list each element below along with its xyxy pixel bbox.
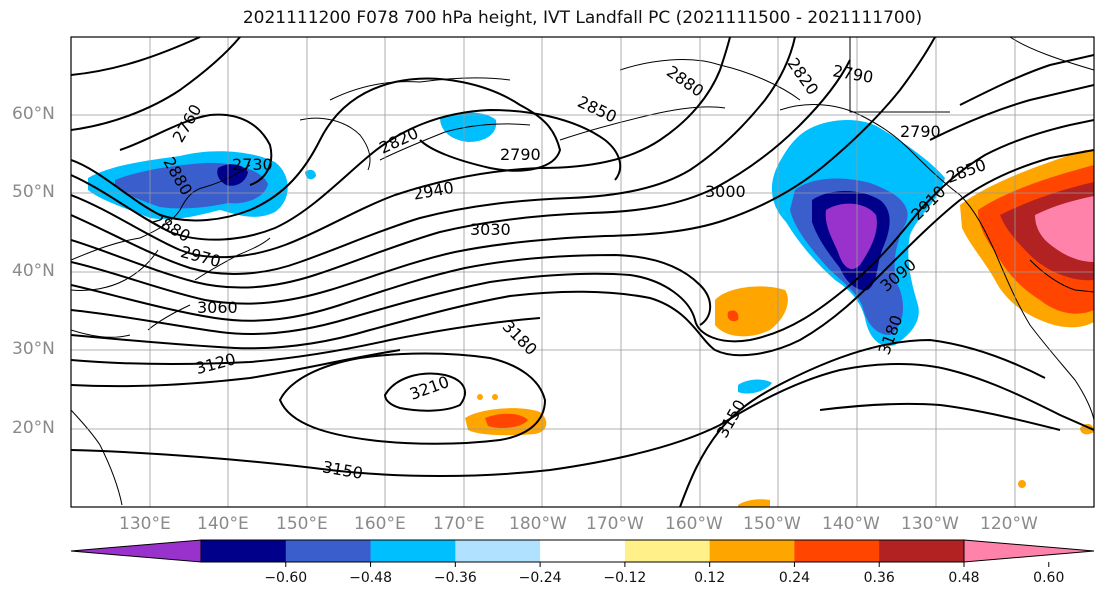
lon-label-170w: 170°W <box>586 514 644 534</box>
colorbar-extend-low <box>70 539 202 563</box>
lat-label-20n: 20°N <box>12 418 55 438</box>
contour-line <box>959 54 1094 106</box>
lon-label-130w: 130°W <box>901 514 959 534</box>
map-area: 2760 2790 2820 2850 2880 2790 2820 2880 … <box>71 37 1094 507</box>
coastline-philippines <box>71 409 123 506</box>
contour-2970 <box>71 253 712 326</box>
lat-label-50n: 50°N <box>12 182 55 202</box>
lon-label-140w: 140°W <box>822 514 880 534</box>
lon-label-120w: 120°W <box>980 514 1038 534</box>
colorbar-box <box>455 540 541 562</box>
colorbar-box <box>540 540 626 562</box>
border-canada <box>1009 37 1094 71</box>
coastline-china-south <box>71 329 131 338</box>
ivt-negative-blob-west-max <box>217 164 248 186</box>
contour-2850 <box>71 37 731 259</box>
ivt-positive-blob-central-core <box>727 310 739 322</box>
ivt-negative-blob-east-max <box>825 203 877 270</box>
lon-label-130e: 130°E <box>119 514 171 534</box>
ivt-positive-dot <box>492 394 498 400</box>
gridlines <box>71 37 1094 507</box>
colorbar-box <box>879 540 965 562</box>
contour-label: 3060 <box>197 298 238 317</box>
colorbar-box <box>370 540 456 562</box>
contour-line <box>119 113 273 186</box>
lon-label-160e: 160°E <box>354 514 406 534</box>
contour-label: 2790 <box>500 145 541 164</box>
lon-label-180: 180°W <box>509 514 567 534</box>
ivt-positive-blob-central <box>715 286 788 337</box>
colorbar-ticks <box>285 562 1050 567</box>
contour-line <box>819 402 1061 431</box>
colorbar-extend-high <box>963 539 1095 563</box>
coastline-asia <box>71 164 251 261</box>
contour-3060 <box>71 317 541 366</box>
lon-label-170e: 170°E <box>433 514 485 534</box>
colorbar-tick-label: −0.48 <box>349 570 392 586</box>
ivt-positive-blob-west-coast-max <box>1035 196 1094 262</box>
ivt-positive-blob-south-core <box>485 413 528 428</box>
contour-2940 <box>71 37 936 305</box>
contour-line <box>71 37 201 76</box>
colorbar-box <box>285 540 372 562</box>
lon-label-160w: 160°W <box>665 514 723 534</box>
border-us <box>1029 259 1094 293</box>
contour-3030 <box>71 149 1094 357</box>
lat-label-30n: 30°N <box>12 339 55 359</box>
coastline-kamchatka <box>299 117 371 171</box>
colorbar-box <box>794 540 880 562</box>
ivt-negative-blob-hawaii <box>738 379 772 394</box>
colorbar-outline <box>200 539 965 563</box>
lon-label-150w: 150°W <box>743 514 801 534</box>
height-contours <box>71 37 1094 507</box>
colorbar-tick-label: −0.60 <box>264 570 308 586</box>
colorbar-tick-label: 0.36 <box>863 570 895 586</box>
contour-2820 <box>71 108 622 241</box>
contour-3180 <box>679 338 1046 507</box>
colorbar <box>70 539 1095 567</box>
coastline-kyushu <box>147 304 191 331</box>
map-title: 2021111200 F078 700 hPa height, IVT Land… <box>242 8 923 28</box>
colorbar-tick-label: 0.12 <box>694 570 726 586</box>
contour-2880 <box>71 37 796 275</box>
colorbar-tick-label: 0.48 <box>948 570 980 586</box>
lon-label-150e: 150°E <box>276 514 328 534</box>
colorbar-box <box>709 540 795 562</box>
contour-label: 2790 <box>900 122 941 141</box>
map-frame <box>70 36 1095 508</box>
colorbar-tick-label: −0.24 <box>518 570 562 586</box>
coastline-siberia <box>329 77 511 101</box>
contour-3150-loop <box>278 352 547 445</box>
contour-3000 <box>71 119 1094 343</box>
contour-2910 <box>71 59 851 289</box>
colorbar-tick-label: 0.24 <box>778 570 811 586</box>
contour-label: 3000 <box>705 182 746 201</box>
ivt-shading <box>88 112 1094 507</box>
ivt-negative-dot <box>305 169 316 180</box>
contour-3210-loop <box>383 372 466 412</box>
colorbar-box <box>624 540 711 562</box>
coastline-aleutian-west <box>379 123 531 161</box>
ivt-positive-dot <box>477 394 483 400</box>
contour-label: 2730 <box>232 155 273 174</box>
colorbar-tick-label: 0.60 <box>1033 570 1065 586</box>
lon-label-140e: 140°E <box>197 514 249 534</box>
colorbar-boxes <box>70 539 1095 563</box>
colorbar-box <box>201 540 287 562</box>
ivt-positive-dot <box>1018 480 1026 488</box>
coastline-north-america <box>959 194 1094 421</box>
contour-line <box>71 37 241 131</box>
ivt-positive-dot <box>738 499 770 507</box>
contour-line <box>929 84 1094 141</box>
colorbar-tick-label: −0.36 <box>433 570 477 586</box>
contour-label: 3030 <box>470 220 511 239</box>
lat-label-40n: 40°N <box>12 261 55 281</box>
contour-3150 <box>71 363 1094 477</box>
colorbar-tick-label: −0.12 <box>603 570 647 586</box>
lat-label-60n: 60°N <box>12 104 55 124</box>
